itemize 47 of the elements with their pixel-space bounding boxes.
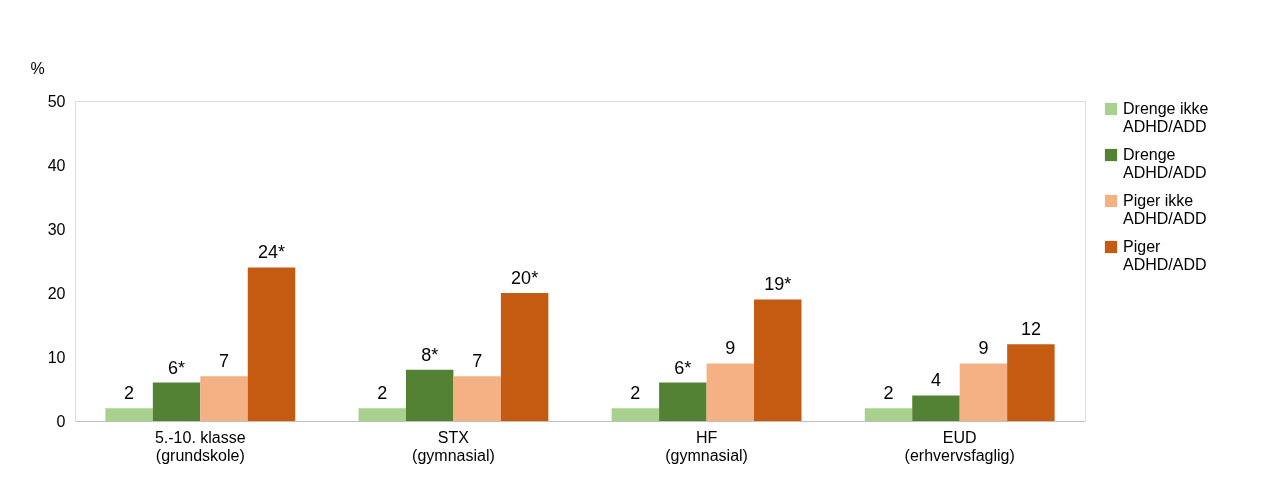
bar bbox=[152, 382, 201, 421]
data-label: 4 bbox=[930, 370, 941, 391]
y-tick-label: 10 bbox=[47, 348, 66, 366]
x-tick-label: HF (gymnasial) bbox=[665, 428, 748, 464]
data-label: 20* bbox=[511, 268, 539, 288]
bar bbox=[864, 408, 913, 421]
data-label: 7 bbox=[219, 351, 230, 372]
legend-label: Piger ikke ADHD/ADD bbox=[1123, 192, 1207, 227]
data-label: 8* bbox=[421, 344, 439, 365]
data-label: 2 bbox=[883, 383, 894, 404]
legend-label: Piger ADHD/ADD bbox=[1123, 238, 1207, 273]
data-label: 24* bbox=[257, 242, 286, 263]
bar bbox=[500, 293, 549, 421]
y-tick-label: 20 bbox=[47, 284, 66, 302]
data-label: 2 bbox=[630, 383, 641, 404]
data-label: 9 bbox=[725, 338, 736, 359]
x-tick-label: EUD (erhvervsfaglig) bbox=[904, 428, 1015, 464]
data-label: 12 bbox=[1020, 319, 1041, 340]
y-tick-label: 0 bbox=[56, 412, 66, 430]
data-label: 7 bbox=[472, 351, 483, 372]
bar bbox=[453, 376, 501, 421]
y-tick-label: 50 bbox=[47, 92, 66, 110]
data-label: 2 bbox=[377, 383, 388, 404]
y-tick-label: 40 bbox=[47, 156, 66, 174]
bar bbox=[358, 408, 406, 421]
bar bbox=[105, 408, 153, 421]
x-tick-label: 5.-10. klasse (grundskole) bbox=[154, 428, 246, 464]
bar bbox=[247, 267, 296, 421]
data-label: 9 bbox=[978, 338, 989, 359]
data-label: 6* bbox=[674, 357, 692, 378]
bar bbox=[959, 363, 1008, 421]
bar bbox=[405, 369, 454, 421]
y-tick-label: 30 bbox=[47, 220, 66, 238]
legend-label: Drenge ADHD/ADD bbox=[1123, 146, 1207, 181]
y-axis-title: % bbox=[30, 59, 45, 77]
data-label: 19* bbox=[764, 274, 792, 295]
data-label: 6* bbox=[168, 357, 186, 378]
bar bbox=[611, 408, 660, 421]
data-label: 2 bbox=[124, 383, 135, 404]
bar bbox=[1007, 344, 1055, 421]
bar bbox=[754, 299, 802, 421]
bar bbox=[200, 376, 248, 421]
bar bbox=[912, 395, 960, 421]
x-tick-label: STX (gymnasial) bbox=[412, 428, 495, 464]
legend-label: Drenge ikke ADHD/ADD bbox=[1123, 100, 1209, 135]
bar bbox=[659, 382, 707, 421]
bar bbox=[706, 363, 755, 421]
